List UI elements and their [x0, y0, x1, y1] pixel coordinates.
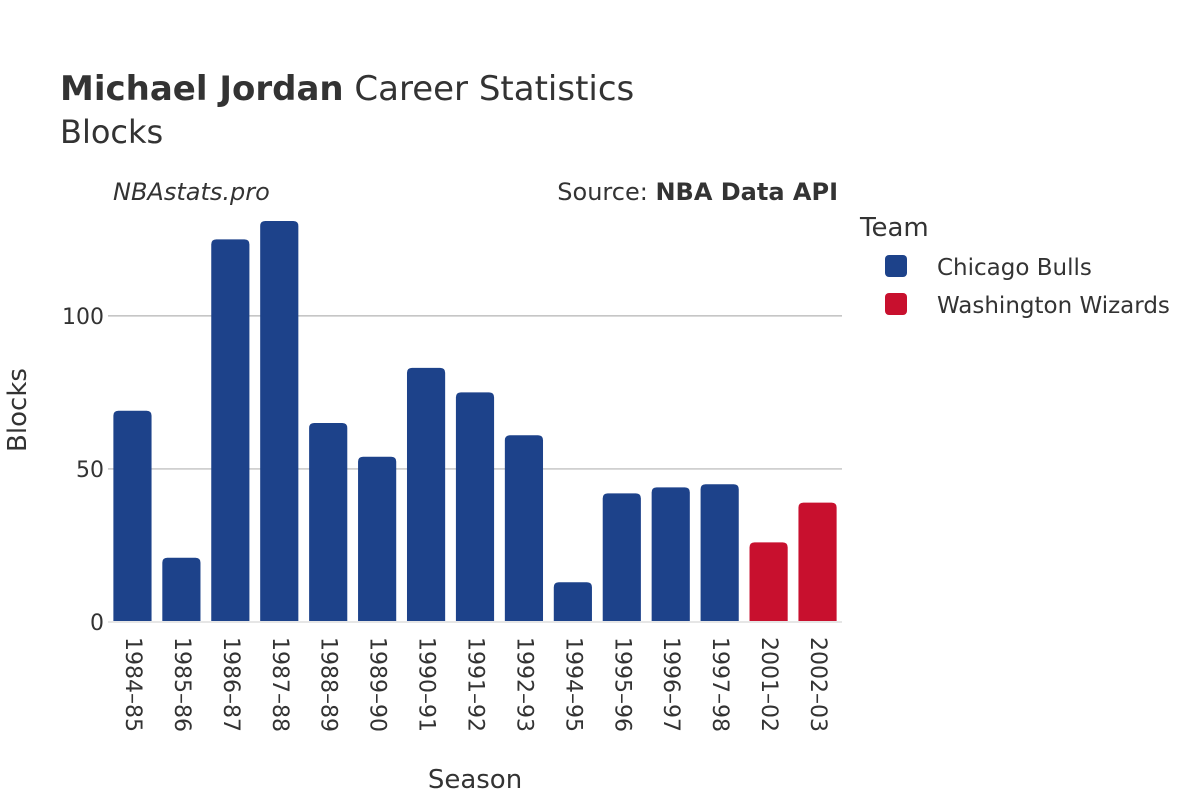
bar-1987–88 [260, 221, 299, 622]
chart-title-rest: Career Statistics [344, 69, 635, 109]
x-tick-label: 1991–92 [463, 637, 488, 732]
legend-title: Team [859, 213, 929, 243]
bar-1996–97 [651, 487, 690, 622]
bar-1985–86 [162, 557, 201, 622]
chart-title: Michael Jordan Career Statistics [60, 69, 634, 109]
bar-1986–87 [211, 239, 250, 623]
legend-label-chicago-bulls: Chicago Bulls [937, 255, 1092, 281]
legend-swatch-washington-wizards [885, 293, 907, 315]
x-tick-label: 1997–98 [707, 637, 732, 732]
chart-subtitle: Blocks [60, 113, 163, 151]
x-tick-label: 1984–85 [120, 637, 145, 732]
bar-1988–89 [309, 423, 348, 622]
x-tick-label: 1988–89 [316, 637, 341, 732]
x-tick-label: 1990–91 [414, 637, 439, 732]
x-tick-label: 1986–87 [218, 637, 243, 732]
bar-1989–90 [358, 456, 397, 622]
x-tick-label: 2001–02 [756, 637, 781, 732]
y-tick-label: 0 [90, 611, 104, 636]
source-label: Source: NBA Data API [557, 178, 838, 206]
bar-1991–92 [455, 392, 495, 622]
bar-1984–85 [113, 410, 152, 622]
legend-label-washington-wizards: Washington Wizards [937, 293, 1170, 319]
source-name: NBA Data API [655, 178, 838, 206]
bar-1990–91 [406, 367, 446, 622]
y-tick-label: 100 [62, 305, 104, 330]
bar-2002–03 [798, 502, 837, 622]
brand-label: NBAstats.pro [113, 178, 270, 206]
bar-1992–93 [504, 435, 544, 622]
x-tick-labels: 1984–85 1985–86 1986–87 1987–88 1988–89 1989–… [120, 637, 830, 732]
y-tick-label: 50 [76, 458, 104, 483]
bar-1994–95 [553, 582, 592, 622]
x-tick-label: 1996–97 [658, 637, 683, 732]
x-tick-label: 1995–96 [609, 637, 634, 732]
legend: Team Chicago Bulls Washington Wizards [859, 213, 1170, 319]
bar-1997–98 [700, 484, 739, 622]
bar-1995–96 [602, 493, 641, 622]
x-tick-label: 1994–95 [560, 637, 585, 732]
y-tick-labels: 0 50 100 [62, 305, 104, 636]
legend-swatch-chicago-bulls [885, 255, 907, 277]
source-prefix: Source: [557, 178, 655, 206]
x-tick-label: 1987–88 [267, 637, 292, 732]
x-tick-label: 1992–93 [511, 637, 536, 732]
x-tick-label: 1985–86 [169, 637, 194, 732]
x-tick-label: 1989–90 [365, 637, 390, 732]
x-tick-label: 2002–03 [805, 637, 830, 732]
bar-2001–02 [749, 542, 788, 622]
bars [113, 221, 837, 623]
chart-title-player: Michael Jordan [60, 69, 344, 109]
x-axis-title: Season [428, 765, 522, 795]
y-axis-title: Blocks [3, 368, 33, 452]
